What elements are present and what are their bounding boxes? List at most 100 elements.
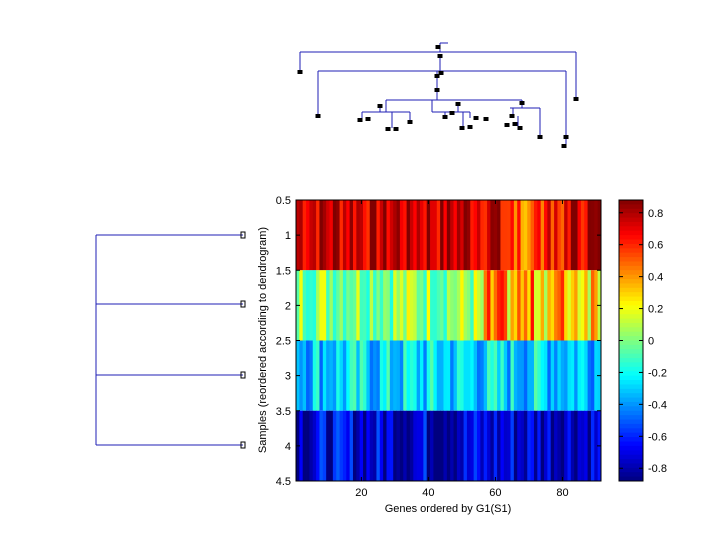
y-tick-label: 2.5 [276, 336, 291, 348]
heatmap-cell [564, 200, 568, 271]
heatmap-cell [550, 200, 555, 271]
heatmap-cell [460, 410, 464, 481]
x-axis-label: Genes ordered by G1(S1) [385, 503, 512, 515]
heatmap-cell [456, 200, 461, 271]
heatmap-cell [493, 410, 498, 481]
heatmap-cell [463, 200, 468, 271]
heatmap-cell [450, 270, 454, 341]
heatmap-cell [316, 340, 320, 411]
heatmap-cell [560, 270, 565, 341]
heatmap-cell [376, 200, 381, 271]
heatmap-cell [557, 200, 562, 271]
heatmap-cell [570, 410, 575, 481]
heatmap-cell [302, 340, 307, 411]
heatmap-cell [507, 270, 511, 341]
colorbar-segment [619, 257, 643, 262]
left-dendro-leaf [240, 231, 246, 239]
heatmap-cell [503, 410, 508, 481]
heatmap-cell [359, 340, 364, 411]
heatmap-cell [349, 270, 354, 341]
heatmap-cell [456, 410, 461, 481]
heatmap-cell [423, 200, 428, 271]
heatmap-cell [396, 270, 401, 341]
colorbar-segment [619, 208, 643, 214]
heatmap-cell [443, 340, 448, 411]
heatmap-cell [309, 340, 314, 411]
heatmap-cell [580, 270, 585, 341]
heatmap-cell [520, 340, 525, 411]
heatmap-cell [554, 270, 558, 341]
heatmap-cell [577, 410, 582, 481]
heatmap-cell [594, 340, 599, 411]
colorbar-segment [619, 432, 643, 438]
colorbar-segment [619, 380, 643, 385]
colorbar-segment [619, 296, 643, 302]
heatmap-cell [420, 410, 424, 481]
heatmap-cell [349, 200, 354, 271]
heatmap-cell [570, 340, 575, 411]
top-dendro-leaf [573, 97, 579, 101]
heatmap-cell [430, 200, 434, 271]
heatmap-cell [476, 340, 481, 411]
heatmap-cell [587, 340, 592, 411]
heatmap-cell [580, 410, 585, 481]
heatmap-cell [322, 340, 327, 411]
heatmap-cell [416, 200, 421, 271]
x-tick-label: 20 [355, 487, 367, 499]
heatmap-cell [473, 200, 478, 271]
colorbar-segment [619, 375, 643, 381]
heatmap-cell [393, 340, 397, 411]
heatmap-cell [537, 270, 542, 341]
top-dendro-leaf [509, 114, 515, 118]
heatmap-cell [420, 200, 424, 271]
colorbar-ticks: -0.8 -0.6 -0.4 -0.2 0 0.2 0.4 0.6 0.8 [619, 208, 667, 475]
heatmap-cell [544, 200, 548, 271]
heatmap-cell [577, 270, 582, 341]
heatmap-cell [379, 200, 384, 271]
top-dendro-leaf [434, 88, 440, 92]
heatmap-cell [510, 410, 515, 481]
top-dendro-leaf [512, 122, 518, 126]
y-tick-label: 0.5 [276, 195, 291, 207]
heatmap-cell [379, 410, 384, 481]
heatmap-cell [336, 200, 340, 271]
heatmap-cell [389, 410, 394, 481]
heatmap-cell [544, 410, 548, 481]
heatmap-cell [550, 270, 555, 341]
colorbar-segment [619, 371, 643, 377]
heatmap-cell [426, 270, 431, 341]
heatmap-cell [557, 270, 562, 341]
heatmap-cell [342, 270, 347, 341]
top-dendro-leaf [315, 114, 321, 118]
heatmap-cell [594, 200, 599, 271]
colorbar-segment [619, 331, 643, 337]
heatmap-cell [299, 270, 304, 341]
heatmap-cell [527, 410, 532, 481]
heatmap-cell [363, 340, 367, 411]
heatmap-cell [376, 410, 381, 481]
colorbar-segment [619, 230, 643, 236]
heatmap-cell [436, 340, 441, 411]
heatmap-cell [587, 200, 592, 271]
heatmap-cell [473, 340, 478, 411]
heatmap-cell [456, 270, 461, 341]
heatmap-cell [393, 200, 397, 271]
heatmap-cell [366, 340, 371, 411]
heatmap-cell [426, 410, 431, 481]
colorbar-segment [619, 467, 643, 473]
left-dendro-leaf [240, 300, 246, 308]
colorbar-segment [619, 393, 643, 399]
heatmap-cell [433, 340, 438, 411]
heatmap-cell [319, 410, 324, 481]
heatmap-cell [389, 340, 394, 411]
heatmap-cell [346, 270, 351, 341]
heatmap-cell [319, 270, 324, 341]
heatmap-cell [399, 340, 404, 411]
heatmap-cell [480, 410, 485, 481]
heatmap-cell [453, 340, 458, 411]
heatmap-cell [537, 340, 542, 411]
top-dendro-leaf [365, 117, 371, 121]
heatmap-cell [399, 270, 404, 341]
heatmap-cell [339, 410, 344, 481]
colorbar-segment [619, 445, 643, 451]
